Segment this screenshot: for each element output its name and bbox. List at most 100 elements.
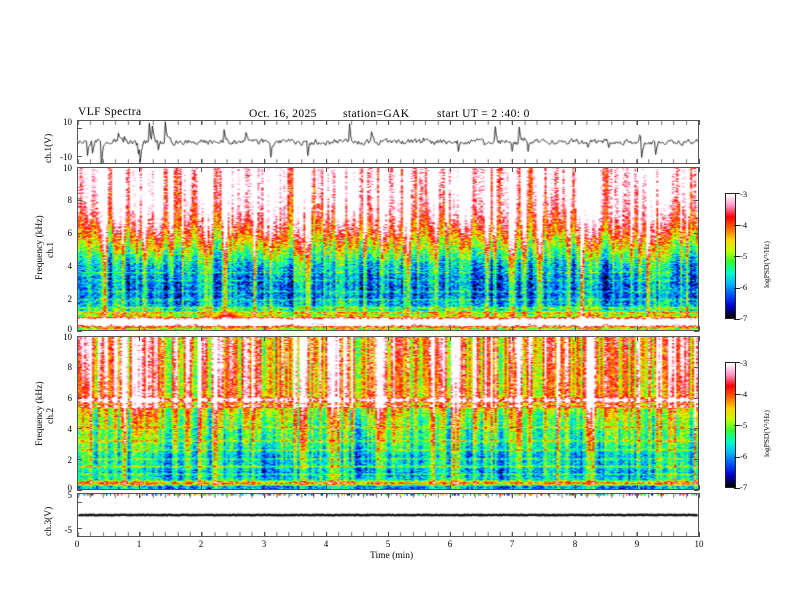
ch2-freq-tick-6: 6 xyxy=(67,393,73,403)
x-tick-mark xyxy=(698,326,700,331)
x-tick-mark xyxy=(574,532,576,537)
x-tick-mark xyxy=(636,167,638,172)
cbar-ch2-tick-neg5: -5 xyxy=(740,420,748,430)
x-tick-mark xyxy=(138,159,140,164)
x-tick-mark xyxy=(325,485,327,490)
ch1-wave-tick-10: 10 xyxy=(63,117,72,127)
colorbar-tick-mark xyxy=(734,424,740,426)
ch2-freq-tick-4: 4 xyxy=(67,424,73,434)
x-tick-mark xyxy=(200,532,202,537)
x-tick-mark xyxy=(387,326,389,331)
x-tick-mark xyxy=(263,159,265,164)
x-tick-mark xyxy=(636,120,638,125)
x-tick-mark xyxy=(511,159,513,164)
ch1-freq-tick-10: 10 xyxy=(63,163,72,173)
x-tick-mark xyxy=(574,120,576,125)
x-tick-mark xyxy=(511,532,513,537)
y-tick-mark xyxy=(77,501,82,503)
ch3-wave-tick-5: 5 xyxy=(67,490,73,500)
x-tick-mark xyxy=(449,167,451,172)
y-tick-mark xyxy=(77,366,82,368)
y-tick-mark xyxy=(694,335,699,337)
x-tick-mark xyxy=(574,167,576,172)
x-tick-mark xyxy=(76,485,78,490)
x-tick-mark xyxy=(636,493,638,498)
y-tick-mark xyxy=(694,397,699,399)
x-tick-mark xyxy=(325,326,327,331)
y-tick-mark xyxy=(77,335,82,337)
x-tick-mark xyxy=(387,167,389,172)
x-tick-mark xyxy=(449,493,451,498)
ch2-freq-tick-2: 2 xyxy=(67,455,73,465)
colorbar-tick-mark xyxy=(734,487,740,489)
y-tick-mark xyxy=(77,458,82,460)
x-tick-mark xyxy=(263,336,265,341)
y-tick-mark xyxy=(77,166,82,168)
ch2-frequency-axis-label: Frequency (kHz) xyxy=(35,381,45,446)
x-tick-mark xyxy=(76,336,78,341)
cbar-ch1-tick-neg4: -4 xyxy=(740,220,748,230)
x-tick-mark xyxy=(76,326,78,331)
x-tick-mark xyxy=(200,493,202,498)
y-tick-mark xyxy=(694,232,699,234)
x-tick-mark xyxy=(698,120,700,125)
ch1-freq-tick-4: 4 xyxy=(67,261,73,271)
x-tick-mark xyxy=(200,120,202,125)
x-tick-mark xyxy=(76,532,78,537)
x-tick-mark xyxy=(698,167,700,172)
x-tick-mark xyxy=(138,485,140,490)
x-tick-6: 6 xyxy=(447,539,453,549)
x-tick-mark xyxy=(698,532,700,537)
x-tick-mark xyxy=(449,120,451,125)
x-tick-mark xyxy=(449,532,451,537)
x-tick-mark xyxy=(325,532,327,537)
panel-ch1-spectrogram xyxy=(77,167,699,331)
x-tick-mark xyxy=(636,326,638,331)
x-tick-mark xyxy=(263,326,265,331)
y-tick-mark xyxy=(694,366,699,368)
y-tick-mark xyxy=(77,330,82,332)
ch1-frequency-axis-label: Frequency (kHz) xyxy=(35,215,45,280)
cbar-ch2-tick-neg4: -4 xyxy=(740,389,748,399)
y-tick-mark xyxy=(694,427,699,429)
x-tick-mark xyxy=(263,532,265,537)
x-tick-9: 9 xyxy=(634,539,640,549)
panel-ch2-spectrogram xyxy=(77,336,699,490)
x-tick-4: 4 xyxy=(323,539,329,549)
x-tick-mark xyxy=(138,336,140,341)
x-tick-mark xyxy=(325,159,327,164)
ch2-freq-tick-0: 0 xyxy=(67,483,73,493)
ch1-channel-label: ch.1 xyxy=(46,241,56,258)
y-tick-mark xyxy=(694,458,699,460)
x-tick-mark xyxy=(200,485,202,490)
x-tick-mark xyxy=(449,159,451,164)
x-tick-mark xyxy=(138,120,140,125)
x-tick-mark xyxy=(138,532,140,537)
start-ut-label: start UT = 2 :40: 0 xyxy=(437,108,530,120)
x-tick-mark xyxy=(511,167,513,172)
ch1-freq-tick-6: 6 xyxy=(67,228,73,238)
y-tick-mark xyxy=(77,397,82,399)
y-tick-mark xyxy=(77,232,82,234)
x-tick-mark xyxy=(325,167,327,172)
y-tick-mark xyxy=(77,527,82,529)
cbar-ch1-tick-neg5: -5 xyxy=(740,251,748,261)
y-tick-mark xyxy=(77,297,82,299)
x-tick-mark xyxy=(325,336,327,341)
y-tick-mark xyxy=(694,330,699,332)
cbar-ch1-label: logPSD(V²/Hz) xyxy=(762,241,771,288)
x-tick-mark xyxy=(698,493,700,498)
y-tick-mark xyxy=(694,199,699,201)
x-tick-mark xyxy=(636,532,638,537)
x-tick-mark xyxy=(138,326,140,331)
x-tick-mark xyxy=(387,532,389,537)
y-tick-mark xyxy=(77,155,82,157)
x-tick-mark xyxy=(511,336,513,341)
x-tick-10: 10 xyxy=(694,539,704,549)
colorbar-tick-mark xyxy=(734,192,740,194)
cbar-ch1-tick-neg6: -6 xyxy=(740,282,748,292)
y-tick-mark xyxy=(77,127,82,129)
x-tick-mark xyxy=(698,159,700,164)
figure-title: VLF Spectra xyxy=(78,106,142,118)
